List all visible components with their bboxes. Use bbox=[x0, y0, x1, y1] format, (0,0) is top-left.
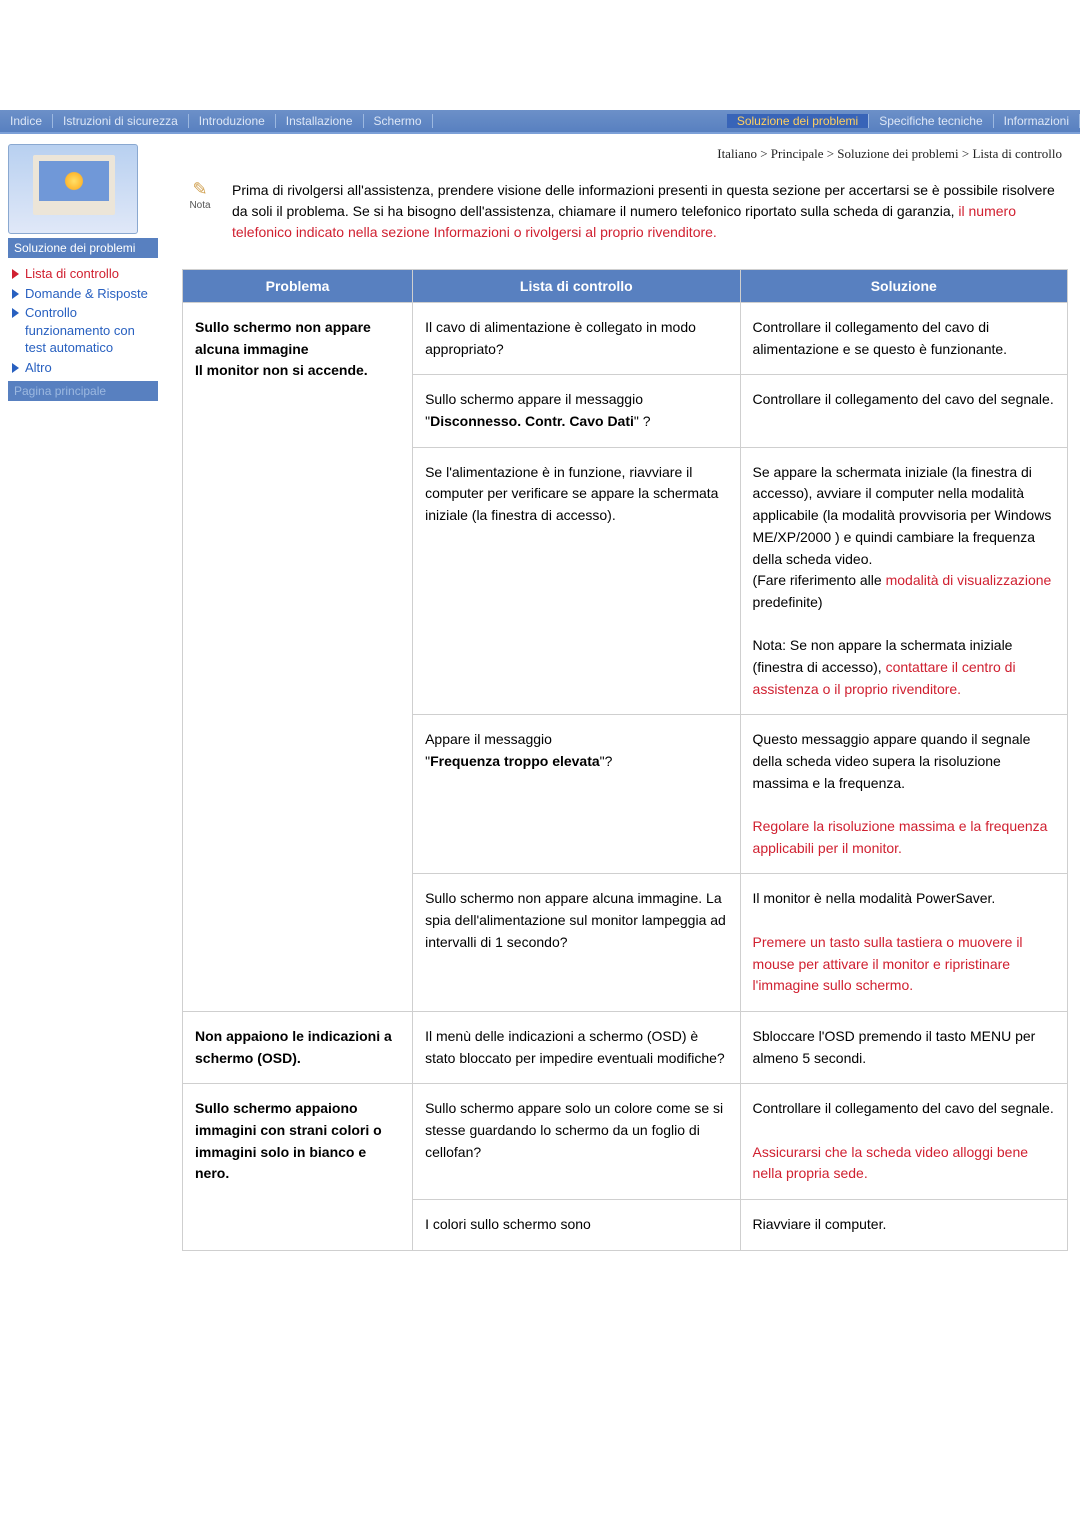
triangle-icon bbox=[12, 289, 19, 299]
th-check: Lista di controllo bbox=[413, 270, 740, 303]
sidebar-item-label: Controllo funzionamento con test automat… bbox=[25, 304, 158, 357]
sidebar-item-label: Altro bbox=[25, 359, 52, 377]
cell-soluzione: Sbloccare l'OSD premendo il tasto MENU p… bbox=[740, 1011, 1067, 1083]
cell-check: I colori sullo schermo sono bbox=[413, 1200, 740, 1251]
cell-check: Se l'alimentazione è in funzione, riavvi… bbox=[413, 447, 740, 715]
cell-soluzione: Controllare il collegamento del cavo del… bbox=[740, 375, 1067, 447]
sidebar-item[interactable]: Lista di controllo bbox=[8, 264, 158, 284]
triangle-icon bbox=[12, 269, 19, 279]
sidebar-title: Soluzione dei problemi bbox=[8, 238, 158, 258]
sidebar-item-label: Domande & Risposte bbox=[25, 285, 148, 303]
cell-check: Appare il messaggio"Frequenza troppo ele… bbox=[413, 715, 740, 874]
cell-check: Sullo schermo appare il messaggio "Disco… bbox=[413, 375, 740, 447]
cell-problema: Non appaiono le indicazioni a schermo (O… bbox=[183, 1011, 413, 1083]
cell-check: Il cavo di alimentazione è collegato in … bbox=[413, 303, 740, 375]
cell-soluzione: Riavviare il computer. bbox=[740, 1200, 1067, 1251]
note-label: Nota bbox=[182, 200, 218, 211]
sidebar-list: Lista di controllo Domande & RisposteCont… bbox=[8, 264, 158, 377]
nav-item[interactable]: Introduzione bbox=[189, 114, 276, 128]
monitor-illustration bbox=[8, 144, 138, 234]
nav-item[interactable]: Schermo bbox=[364, 114, 433, 128]
cell-problema: Sullo schermo non appare alcuna immagine… bbox=[183, 303, 413, 1012]
cell-soluzione: Controllare il collegamento del cavo del… bbox=[740, 1084, 1067, 1200]
nav-item[interactable]: Specifiche tecniche bbox=[869, 114, 993, 128]
sidebar-footer[interactable]: Pagina principale bbox=[8, 381, 158, 401]
top-nav: IndiceIstruzioni di sicurezzaIntroduzion… bbox=[0, 110, 1080, 134]
sidebar-item-label: Lista di controllo bbox=[25, 265, 119, 283]
cell-check: Sullo schermo appare solo un colore come… bbox=[413, 1084, 740, 1200]
troubleshoot-table: Problema Lista di controllo Soluzione Su… bbox=[182, 269, 1068, 1251]
nav-item[interactable]: Installazione bbox=[276, 114, 364, 128]
intro-text-a: Prima di rivolgersi all'assistenza, pren… bbox=[232, 182, 1055, 219]
table-row: Non appaiono le indicazioni a schermo (O… bbox=[183, 1011, 1068, 1083]
note-icon: ✎ bbox=[182, 180, 218, 198]
nav-item[interactable]: Indice bbox=[0, 114, 53, 128]
cell-check: Sullo schermo non appare alcuna immagine… bbox=[413, 874, 740, 1011]
th-soluzione: Soluzione bbox=[740, 270, 1067, 303]
main-content: Italiano > Principale > Soluzione dei pr… bbox=[182, 144, 1068, 1251]
troubleshoot-tbody: Sullo schermo non appare alcuna immagine… bbox=[183, 303, 1068, 1251]
sidebar-item[interactable]: Domande & Risposte bbox=[8, 284, 158, 304]
nav-item[interactable]: Istruzioni di sicurezza bbox=[53, 114, 189, 128]
triangle-icon bbox=[12, 363, 19, 373]
cell-soluzione: Se appare la schermata iniziale (la fine… bbox=[740, 447, 1067, 715]
cell-check: Il menù delle indicazioni a schermo (OSD… bbox=[413, 1011, 740, 1083]
nav-item[interactable]: Soluzione dei problemi bbox=[727, 114, 869, 128]
sidebar-item[interactable]: Controllo funzionamento con test automat… bbox=[8, 303, 158, 358]
table-row: Sullo schermo non appare alcuna immagine… bbox=[183, 303, 1068, 375]
nav-item[interactable]: Informazioni bbox=[994, 114, 1080, 128]
cell-problema: Sullo schermo appaiono immagini con stra… bbox=[183, 1084, 413, 1250]
cell-soluzione: Controllare il collegamento del cavo di … bbox=[740, 303, 1067, 375]
th-problema: Problema bbox=[183, 270, 413, 303]
intro-text: Prima di rivolgersi all'assistenza, pren… bbox=[232, 180, 1060, 243]
sidebar-item[interactable]: Altro bbox=[8, 358, 158, 378]
cell-soluzione: Questo messaggio appare quando il segnal… bbox=[740, 715, 1067, 874]
triangle-icon bbox=[12, 308, 19, 318]
breadcrumb: Italiano > Principale > Soluzione dei pr… bbox=[182, 144, 1068, 180]
table-row: Sullo schermo appaiono immagini con stra… bbox=[183, 1084, 1068, 1200]
sidebar: Soluzione dei problemi Lista di controll… bbox=[8, 144, 158, 401]
intro-note: ✎ Nota Prima di rivolgersi all'assistenz… bbox=[182, 180, 1068, 243]
cell-soluzione: Il monitor è nella modalità PowerSaver.P… bbox=[740, 874, 1067, 1011]
